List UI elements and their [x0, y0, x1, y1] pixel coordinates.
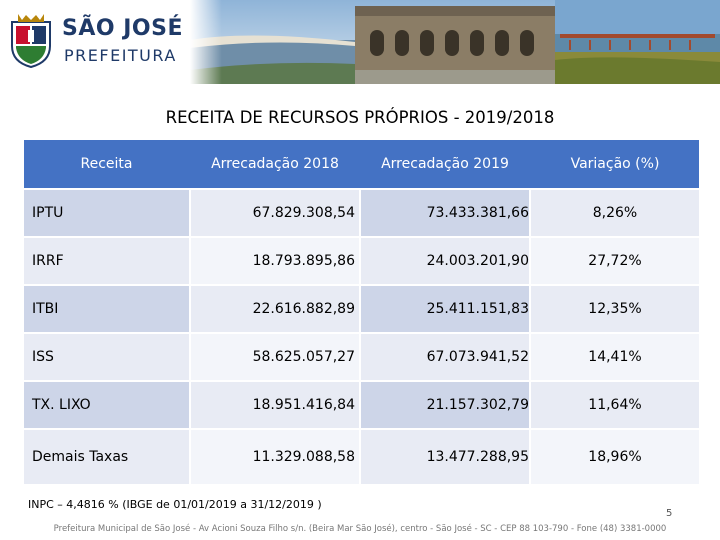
table-row: Demais Taxas 11.329.088,58 13.477.288,95… [24, 430, 699, 484]
cell-arrecadacao-2019: 13.477.288,95 [361, 430, 529, 484]
table-row: ITBI 22.616.882,89 25.411.151,83 12,35% [24, 286, 699, 332]
header: SÃO JOSÉ PREFEITURA [0, 0, 720, 84]
prefeitura-logo: SÃO JOSÉ PREFEITURA [8, 10, 183, 70]
header-photo [190, 0, 720, 84]
cell-arrecadacao-2018: 18.951.416,84 [191, 382, 359, 428]
column-header-variacao: Variação (%) [570, 156, 660, 172]
cell-receita: Demais Taxas [24, 430, 189, 484]
cell-receita: IRRF [24, 238, 189, 284]
inpc-note: INPC – 4,4816 % (IBGE de 01/01/2019 a 31… [28, 498, 322, 511]
cell-receita: ITBI [24, 286, 189, 332]
footer: Prefeitura Municipal de São José - Av Ac… [0, 522, 720, 540]
table-row: ISS 58.625.057,27 67.073.941,52 14,41% [24, 334, 699, 380]
page-title: RECEITA DE RECURSOS PRÓPRIOS - 2019/2018 [165, 108, 555, 127]
crest-icon [11, 14, 51, 68]
column-header-arrecadacao-2018: Arrecadação 2018 [211, 156, 339, 172]
brand-name: SÃO JOSÉ [62, 16, 183, 41]
table-header-row: Receita Arrecadação 2018 Arrecadação 201… [24, 140, 699, 188]
column-header-receita: Receita [80, 156, 133, 172]
cell-receita: TX. LIXO [24, 382, 189, 428]
page-number: 5 [666, 508, 673, 519]
cell-variacao: 27,72% [531, 238, 699, 284]
column-header-arrecadacao-2019: Arrecadação 2019 [381, 156, 509, 172]
cell-arrecadacao-2018: 18.793.895,86 [191, 238, 359, 284]
cell-arrecadacao-2018: 11.329.088,58 [191, 430, 359, 484]
table-row: TX. LIXO 18.951.416,84 21.157.302,79 11,… [24, 382, 699, 428]
cell-arrecadacao-2019: 21.157.302,79 [361, 382, 529, 428]
brand-subtitle: PREFEITURA [64, 46, 177, 65]
cell-arrecadacao-2019: 73.433.381,66 [361, 190, 529, 236]
cell-receita: ISS [24, 334, 189, 380]
cell-variacao: 18,96% [531, 430, 699, 484]
cell-arrecadacao-2018: 22.616.882,89 [191, 286, 359, 332]
cell-arrecadacao-2019: 24.003.201,90 [361, 238, 529, 284]
cell-arrecadacao-2018: 58.625.057,27 [191, 334, 359, 380]
cell-variacao: 12,35% [531, 286, 699, 332]
cell-receita: IPTU [24, 190, 189, 236]
cell-arrecadacao-2018: 67.829.308,54 [191, 190, 359, 236]
table-row: IPTU 67.829.308,54 73.433.381,66 8,26% [24, 190, 699, 236]
cell-arrecadacao-2019: 67.073.941,52 [361, 334, 529, 380]
cell-variacao: 8,26% [531, 190, 699, 236]
footer-address: Prefeitura Municipal de São José - Av Ac… [53, 524, 667, 534]
cell-variacao: 14,41% [531, 334, 699, 380]
table-row: IRRF 18.793.895,86 24.003.201,90 27,72% [24, 238, 699, 284]
cell-variacao: 11,64% [531, 382, 699, 428]
cell-arrecadacao-2019: 25.411.151,83 [361, 286, 529, 332]
